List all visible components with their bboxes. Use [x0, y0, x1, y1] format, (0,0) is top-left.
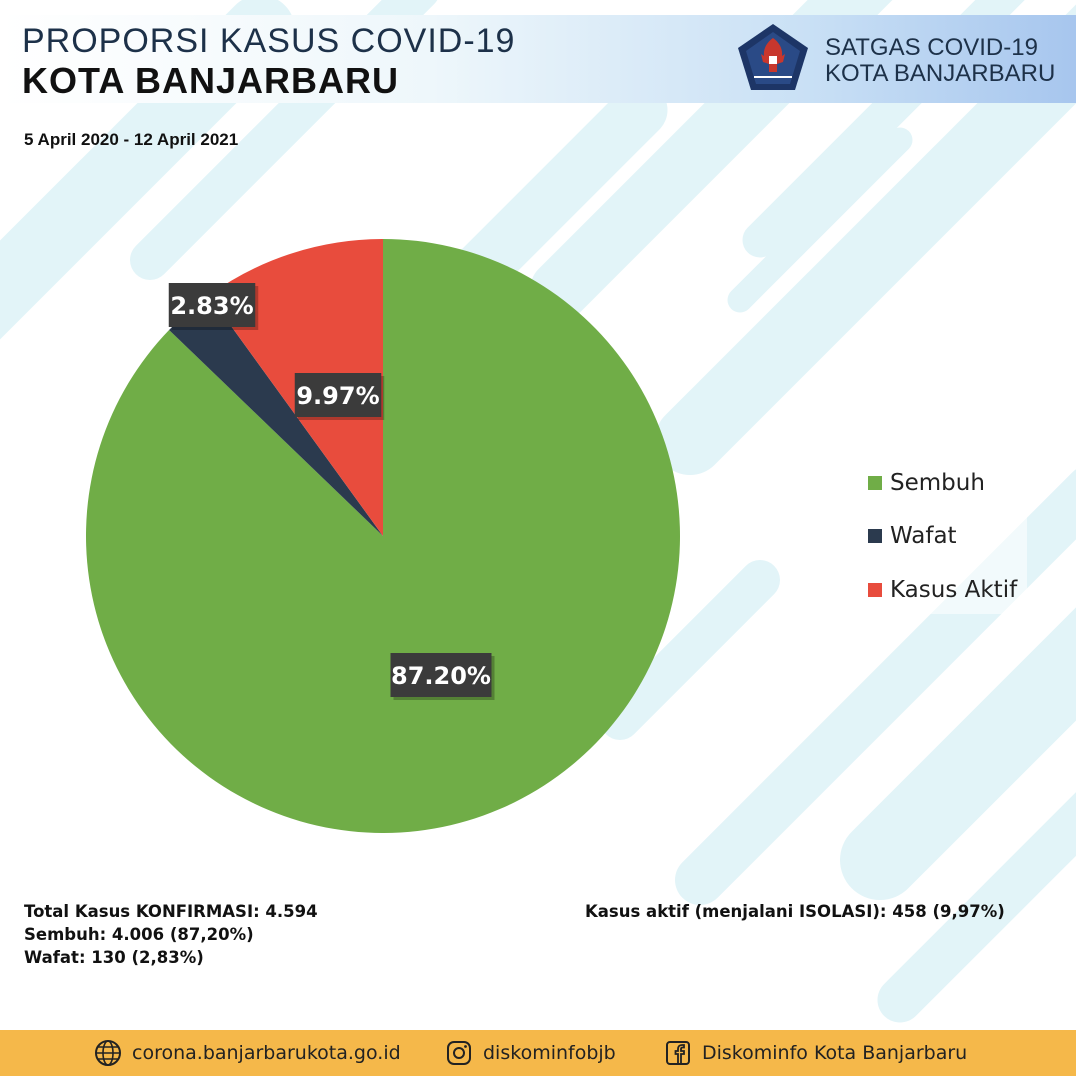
summary-wafat: Wafat: 130 (2,83%) [24, 948, 204, 967]
footer-facebook-text: Diskominfo Kota Banjarbaru [702, 1042, 968, 1064]
data-label-text-sembuh: 87.20% [391, 662, 491, 690]
legend-label-kasus-aktif: Kasus Aktif [890, 577, 1018, 603]
instagram-icon [447, 1041, 471, 1065]
data-label-box-sembuh [390, 653, 492, 697]
summary-right: Kasus aktif (menjalani ISOLASI): 458 (9,… [585, 900, 1005, 923]
pie-slice-wafat [169, 295, 383, 536]
legend-swatch-wafat [868, 529, 882, 543]
summary-aktif: Kasus aktif (menjalani ISOLASI): 458 (9,… [585, 902, 1005, 921]
garuda-logo-icon [738, 24, 808, 90]
pie-slice-sembuh [85, 239, 680, 833]
legend-swatch-sembuh [868, 476, 882, 490]
footer-instagram-text: diskominfobjb [483, 1042, 616, 1064]
globe-icon [95, 1040, 121, 1066]
data-label-wafat: 2.83% [168, 283, 259, 330]
footer-website-text: corona.banjarbarukota.go.id [132, 1042, 401, 1064]
legend-swatch-kasus-aktif [868, 583, 882, 597]
legend-item-wafat: Wafat [868, 521, 957, 551]
data-label-text-kasus-aktif: 9.97% [296, 382, 379, 410]
header-banner [0, 15, 1076, 103]
facebook-icon [666, 1041, 690, 1065]
org-name-line2: KOTA BANJARBARU [825, 60, 1056, 87]
page-title: PROPORSI KASUS COVID-19 [22, 22, 516, 60]
data-label-text-wafat: 2.83% [170, 292, 253, 320]
chart-legend: Sembuh Wafat Kasus Aktif [855, 458, 1027, 614]
summary-sembuh: Sembuh: 4.006 (87,20%) [24, 925, 254, 944]
legend-label-wafat: Wafat [890, 523, 957, 549]
legend-item-kasus-aktif: Kasus Aktif [868, 575, 1017, 605]
legend-item-sembuh: Sembuh [868, 468, 985, 498]
footer-website[interactable]: corona.banjarbarukota.go.id [94, 1030, 401, 1076]
date-range: 5 April 2020 - 12 April 2021 [24, 130, 239, 149]
legend-label-sembuh: Sembuh [890, 470, 985, 496]
data-label-kasus-aktif: 9.97% [294, 373, 385, 420]
data-label-box-wafat [168, 283, 256, 327]
summary-left: Total Kasus KONFIRMASI: 4.594 Sembuh: 4.… [24, 900, 318, 969]
footer-facebook[interactable]: Diskominfo Kota Banjarbaru [664, 1030, 967, 1076]
footer-bar: corona.banjarbarukota.go.id diskominfobj… [0, 1030, 1076, 1076]
summary-total: Total Kasus KONFIRMASI: 4.594 [24, 902, 318, 921]
footer-instagram[interactable]: diskominfobjb [445, 1030, 616, 1076]
data-label-sembuh: 87.20% [390, 653, 495, 700]
org-name-line1: SATGAS COVID-19 [825, 34, 1038, 61]
page-subtitle: KOTA BANJARBARU [22, 60, 399, 101]
data-label-box-kasus-aktif [294, 373, 382, 417]
